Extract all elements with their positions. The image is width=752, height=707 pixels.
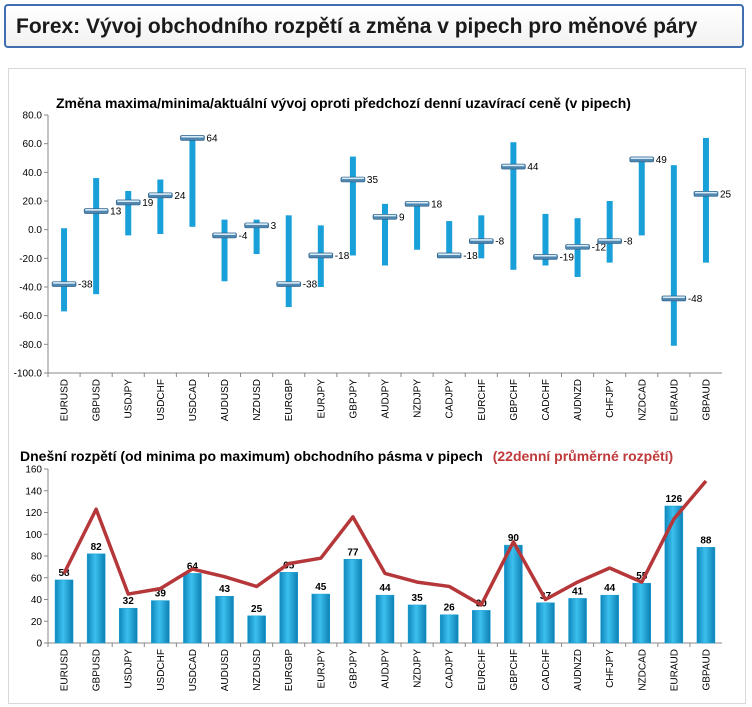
x-tick-label: AUDNZD: [573, 379, 584, 421]
value-label: -12: [592, 242, 607, 253]
value-label: -19: [559, 252, 574, 263]
y-tick-label: -60.0: [19, 311, 42, 322]
x-tick-label: EURUSD: [60, 379, 71, 421]
marker-highlight: [694, 191, 717, 194]
x-tick-label: EURGBP: [284, 379, 295, 422]
value-label: -38: [303, 280, 318, 291]
value-label: 9: [399, 212, 405, 223]
y-tick-label: 40.0: [23, 168, 43, 179]
marker-highlight: [502, 164, 525, 167]
range-chart: Změna maxima/minima/aktuální vývoj oprot…: [14, 95, 732, 422]
header-box: Forex: Vývoj obchodního rozpětí a změna …: [4, 4, 744, 48]
range-bar: [702, 137, 709, 263]
range-bar: [189, 137, 196, 227]
range-bar: [446, 221, 453, 256]
marker-highlight: [213, 233, 236, 235]
value-label: -8: [495, 237, 504, 248]
value-label: 13: [110, 207, 122, 218]
range-bar: [349, 156, 356, 256]
range-bar: [478, 215, 485, 259]
x-tick-label: AUDUSD: [220, 379, 231, 421]
value-label: -48: [688, 294, 703, 305]
value-label: 64: [206, 133, 218, 144]
marker-highlight: [598, 239, 621, 241]
marker-highlight: [662, 296, 685, 299]
range-bar: [253, 219, 260, 255]
range-bar: [285, 215, 292, 308]
range-bar: [638, 158, 645, 236]
marker-highlight: [438, 253, 461, 256]
marker-highlight: [277, 282, 300, 284]
x-tick-label: NZDUSD: [252, 379, 263, 421]
marker-highlight: [309, 253, 332, 256]
value-label: 18: [431, 199, 443, 210]
marker-highlight: [341, 177, 364, 180]
chart1-title: Změna maxima/minima/aktuální vývoj oprot…: [56, 95, 631, 111]
x-tick-label: GBPAUD: [701, 379, 712, 421]
value-label: 19: [142, 198, 154, 209]
y-tick-label: 60.0: [23, 139, 43, 150]
y-tick-label: 20.0: [23, 197, 43, 208]
marker-highlight: [53, 282, 76, 284]
x-tick-label: CADCHF: [541, 379, 552, 421]
value-label: -4: [239, 231, 248, 242]
x-tick-label: GBPCHF: [509, 379, 520, 421]
range-bar: [61, 228, 68, 312]
value-label: 35: [367, 175, 379, 186]
page-title: Forex: Vývoj obchodního rozpětí a změna …: [16, 15, 698, 38]
x-tick-label: USDCHF: [156, 379, 167, 421]
range-bar: [221, 219, 228, 282]
value-label: 44: [527, 162, 539, 173]
value-label: 49: [656, 155, 668, 166]
marker-highlight: [470, 239, 493, 241]
marker-highlight: [630, 157, 653, 160]
x-tick-label: NZDCAD: [637, 379, 648, 421]
value-label: -38: [78, 280, 93, 291]
x-tick-label: NZDJPY: [413, 379, 424, 418]
marker-highlight: [181, 135, 204, 138]
range-bar: [542, 213, 549, 266]
x-tick-label: CADJPY: [445, 379, 456, 419]
x-tick-label: CHFJPY: [605, 379, 616, 418]
marker-highlight: [85, 209, 108, 211]
value-label: 25: [720, 189, 732, 200]
x-tick-label: EURCHF: [477, 379, 488, 421]
y-tick-label: 0.0: [28, 225, 42, 236]
value-label: -18: [335, 251, 350, 262]
value-label: 3: [271, 221, 277, 232]
marker-highlight: [566, 244, 589, 247]
value-label: 24: [174, 191, 186, 202]
y-tick-label: -20.0: [19, 254, 42, 265]
y-tick-label: -100.0: [14, 369, 43, 380]
y-tick-label: 80.0: [23, 111, 43, 122]
x-tick-label: USDJPY: [124, 379, 135, 419]
x-tick-label: USDCAD: [188, 379, 199, 421]
range-bar: [606, 201, 613, 263]
x-tick-label: GBPUSD: [92, 379, 103, 421]
y-tick-label: -40.0: [19, 283, 42, 294]
marker-highlight: [534, 254, 557, 257]
range-bar: [670, 165, 677, 346]
range-bar: [382, 203, 388, 266]
marker-highlight: [245, 223, 268, 225]
x-tick-label: EURAUD: [669, 379, 680, 421]
value-label: -18: [463, 251, 478, 262]
y-tick-label: -80.0: [19, 340, 42, 351]
marker-highlight: [117, 200, 140, 203]
marker-highlight: [149, 193, 172, 195]
range-bar: [157, 179, 164, 234]
range-bar: [93, 178, 100, 295]
marker-highlight: [406, 201, 429, 204]
value-label: -8: [624, 237, 633, 248]
x-tick-label: GBPJPY: [348, 379, 359, 419]
range-bar: [125, 190, 132, 236]
x-tick-label: EURJPY: [316, 379, 327, 419]
x-tick-label: AUDJPY: [381, 379, 392, 419]
marker-highlight: [374, 214, 396, 217]
range-bar: [510, 142, 517, 270]
range-bar: [414, 202, 421, 250]
